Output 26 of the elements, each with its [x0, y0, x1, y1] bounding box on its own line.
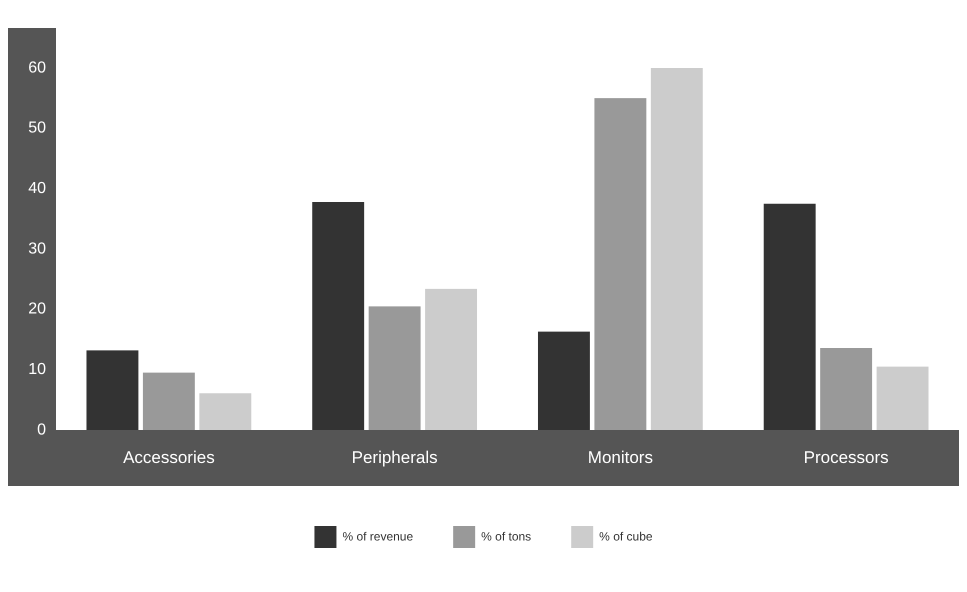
y-tick-label: 50: [28, 120, 46, 137]
bar: [425, 288, 478, 430]
legend-label: % of tons: [481, 529, 532, 544]
bar: [820, 348, 872, 430]
y-tick-label: 60: [28, 59, 46, 76]
legend-label: % of revenue: [342, 529, 414, 544]
y-tick-label: 40: [28, 180, 46, 198]
y-tick-label: 0: [37, 421, 46, 438]
y-tick-label: 20: [28, 300, 46, 318]
bar: [876, 366, 929, 430]
bar: [594, 98, 646, 430]
bar: [199, 393, 252, 430]
bar: [538, 332, 590, 430]
bar: [312, 202, 364, 430]
x-tick-label: Processors: [804, 448, 889, 467]
bar: [764, 204, 816, 430]
x-tick-label: Monitors: [588, 448, 653, 467]
x-tick-label: Peripherals: [352, 448, 438, 467]
legend-label: % of cube: [599, 529, 653, 544]
bar: [142, 372, 195, 430]
x-tick-label: Accessories: [123, 448, 215, 467]
bar: [86, 350, 138, 430]
bar: [650, 68, 703, 430]
y-tick-label: 30: [28, 240, 46, 258]
y-tick-label: 10: [28, 361, 46, 378]
bar: [368, 306, 421, 430]
